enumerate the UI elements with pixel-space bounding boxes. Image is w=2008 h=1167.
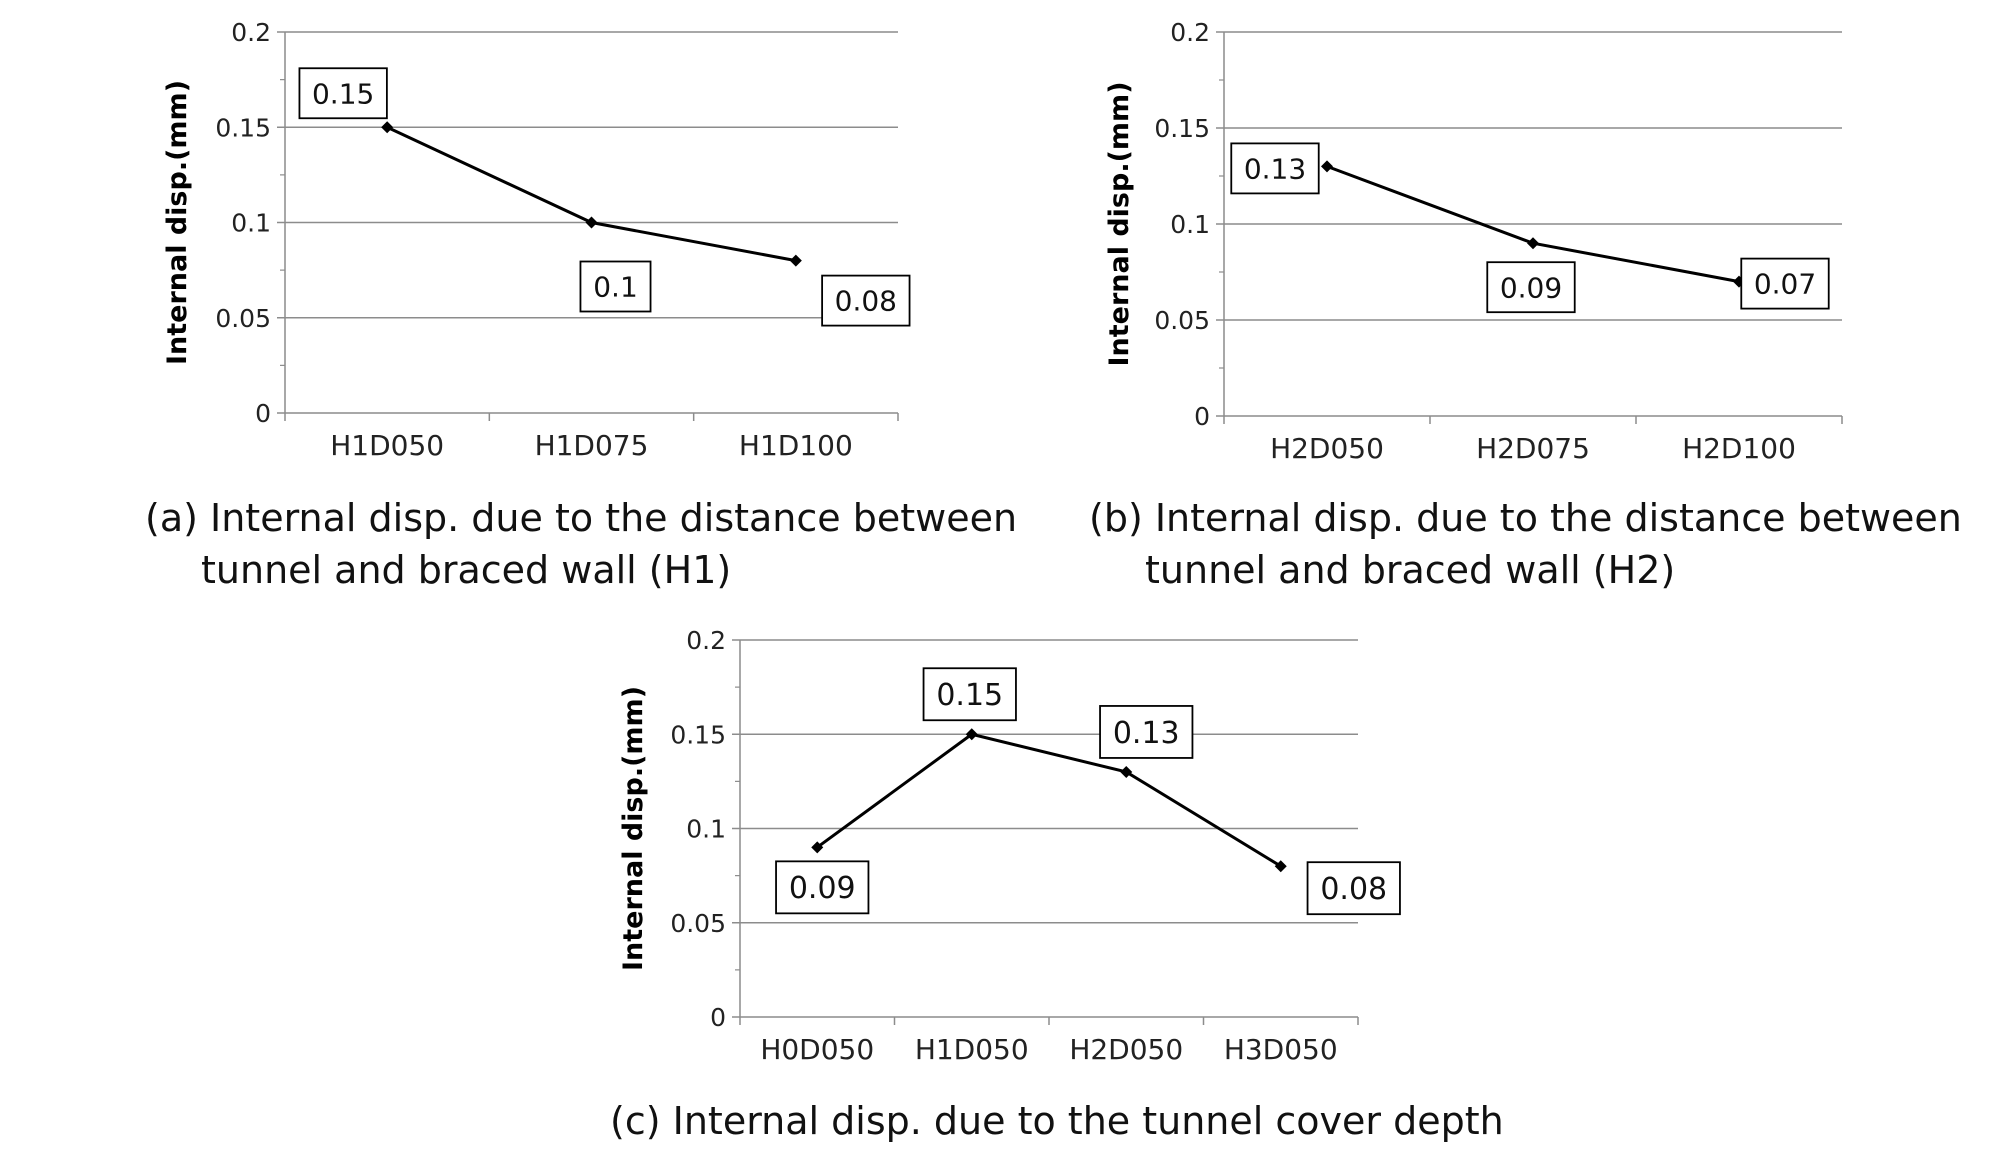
caption-a: (a) Internal disp. due to the distance b… — [145, 492, 1017, 596]
y-tick-label: 0.2 — [686, 626, 726, 655]
y-tick-label: 0.05 — [670, 909, 726, 938]
y-tick-label: 0.05 — [1154, 306, 1210, 335]
y-tick-label: 0.15 — [670, 720, 726, 749]
y-tick-label: 0 — [710, 1003, 726, 1032]
data-label: 0.08 — [1306, 861, 1401, 916]
data-label: 0.07 — [1740, 257, 1830, 310]
data-label-box — [775, 860, 870, 915]
data-label: 0.13 — [1230, 142, 1320, 195]
data-label: 0.1 — [579, 260, 652, 313]
data-label-text: 0.09 — [789, 871, 856, 906]
y-tick-label: 0.2 — [231, 18, 271, 47]
y-tick-label: 0 — [1194, 402, 1210, 431]
data-label-text: 0.07 — [1754, 268, 1816, 301]
data-label-text: 0.09 — [1500, 271, 1562, 304]
data-label-box — [1486, 261, 1576, 314]
chart-a: 0 0.05 0.1 0.15 0.2 H1D050 H1D075 H1D100 Interna… — [162, 18, 911, 462]
data-label: 0.13 — [1099, 705, 1194, 759]
y-tick-label: 0.1 — [1170, 210, 1210, 239]
y-axis-title: Internal disp.(mm) — [618, 686, 649, 971]
data-point — [381, 121, 394, 134]
y-tick-label: 0.2 — [1170, 18, 1210, 47]
data-label-text: 0.1 — [593, 271, 638, 304]
chart-b: 0 0.05 0.1 0.15 0.2 H2D050 H2D075 H2D100 Interna… — [1104, 18, 1843, 465]
x-tick-label: H2D075 — [1476, 432, 1590, 465]
y-tick-label: 0.15 — [1154, 114, 1210, 143]
series-line — [816, 732, 1282, 868]
data-label: 0.09 — [1486, 261, 1576, 314]
caption-b-line-1: (b) Internal disp. due to the distance b… — [1089, 496, 1962, 540]
y-tick-label: 0.05 — [215, 304, 271, 333]
y-tick-label: 0.15 — [215, 113, 271, 142]
data-label-box — [821, 274, 911, 327]
data-label-box — [298, 67, 388, 120]
data-point — [965, 728, 978, 741]
data-point — [1321, 160, 1333, 173]
x-tick-label: H1D050 — [915, 1033, 1029, 1066]
data-point — [1120, 765, 1133, 778]
data-label-box — [1230, 142, 1320, 195]
x-tick-label: H1D075 — [535, 429, 649, 462]
data-point — [1527, 237, 1539, 250]
y-axis-title: Internal disp.(mm) — [162, 80, 193, 365]
x-tick-label: H3D050 — [1224, 1033, 1338, 1066]
y-tick-label: 0.1 — [231, 209, 271, 238]
data-label-text: 0.15 — [312, 77, 374, 110]
x-tick-label: H1D050 — [330, 429, 444, 462]
x-tick-label: H2D050 — [1270, 432, 1384, 465]
data-label: 0.15 — [298, 67, 388, 120]
data-label-text: 0.13 — [1113, 716, 1180, 751]
data-label: 0.15 — [922, 667, 1017, 722]
caption-b-line-2: tunnel and braced wall (H2) — [1145, 548, 1676, 592]
x-tick-label: H2D050 — [1069, 1033, 1183, 1066]
caption-c: (c) Internal disp. due to the tunnel cov… — [610, 1095, 1504, 1147]
data-label-text: 0.15 — [936, 678, 1003, 713]
data-point — [1274, 860, 1287, 873]
data-label: 0.09 — [775, 860, 870, 915]
x-tick-label: H2D100 — [1682, 432, 1796, 465]
data-label-box — [922, 667, 1017, 722]
data-label-text: 0.13 — [1244, 152, 1306, 185]
data-point — [811, 841, 824, 854]
data-label-box — [1099, 705, 1194, 759]
caption-a-line-2: tunnel and braced wall (H1) — [201, 548, 732, 592]
data-label: 0.08 — [821, 274, 911, 327]
caption-c-line-1: (c) Internal disp. due to the tunnel cov… — [610, 1099, 1504, 1143]
x-tick-label: H0D050 — [760, 1033, 874, 1066]
caption-b: (b) Internal disp. due to the distance b… — [1089, 492, 1962, 596]
data-label-text: 0.08 — [1320, 872, 1387, 907]
caption-a-line-1: (a) Internal disp. due to the distance b… — [145, 496, 1018, 540]
chart-c: 0 0.05 0.1 0.15 0.2 H0D050 H1D050 H2D050 H3D050 I… — [618, 626, 1401, 1066]
data-point — [585, 216, 598, 229]
data-label-box — [579, 260, 652, 313]
data-point — [789, 254, 802, 267]
y-axis-title: Internal disp.(mm) — [1104, 81, 1135, 366]
x-tick-label: H1D100 — [739, 429, 853, 462]
y-tick-label: 0 — [255, 399, 271, 428]
y-tick-label: 0.1 — [686, 815, 726, 844]
data-label-box — [1306, 861, 1401, 916]
data-label-text: 0.08 — [835, 285, 897, 318]
data-label-box — [1740, 257, 1830, 310]
